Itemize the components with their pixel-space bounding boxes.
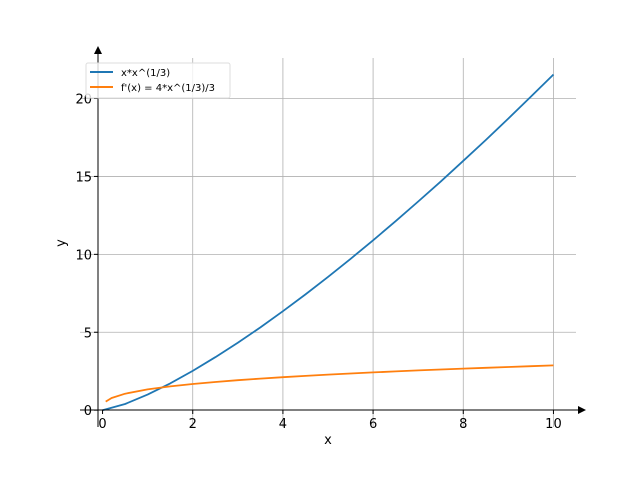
y-tick-label: 5 xyxy=(84,326,92,341)
series-line-1 xyxy=(105,364,554,403)
series-lines xyxy=(102,73,555,412)
x-tick-label: 0 xyxy=(98,417,106,432)
axes xyxy=(80,46,586,427)
legend: x*x^(1/3) f'(x) = 4*x^(1/3)/3 xyxy=(85,62,231,99)
x-tick-label: 4 xyxy=(279,417,287,432)
legend-label-0: x*x^(1/3) xyxy=(121,68,170,79)
y-tick-label: 0 xyxy=(84,404,92,419)
x-tick-label: 10 xyxy=(545,417,562,432)
legend-label-1: f'(x) = 4*x^(1/3)/3 xyxy=(121,83,215,94)
x-tick-label: 6 xyxy=(369,417,377,432)
y-tick-label: 10 xyxy=(75,248,92,263)
grid xyxy=(80,58,576,427)
x-tick-label: 2 xyxy=(189,417,197,432)
y-tick-label: 15 xyxy=(75,170,92,185)
x-axis-arrow xyxy=(578,406,586,414)
x-tick-label: 8 xyxy=(459,417,467,432)
legend-box xyxy=(85,62,231,99)
y-axis-label: y xyxy=(54,239,69,247)
x-axis-label: x xyxy=(324,433,332,448)
y-axis-arrow xyxy=(94,46,102,54)
series-line-0 xyxy=(102,73,555,412)
